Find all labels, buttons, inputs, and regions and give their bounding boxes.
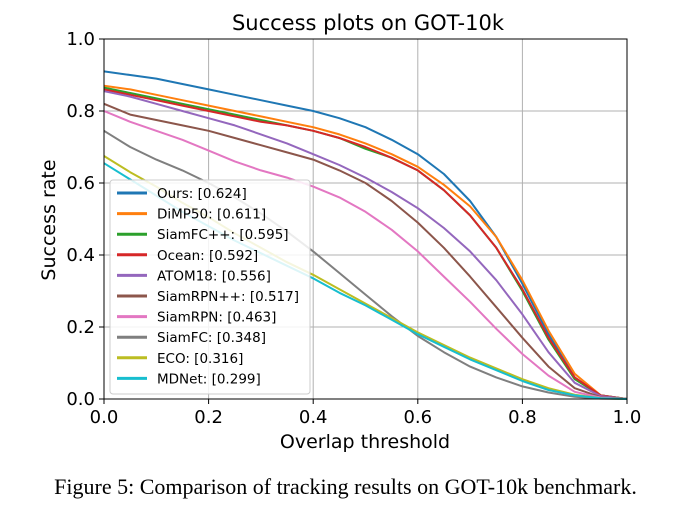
legend-label: MDNet: [0.299]	[157, 371, 261, 387]
series-line	[103, 70, 628, 400]
x-tick-label: 1.0	[613, 407, 642, 428]
y-tick-label: 0.0	[66, 389, 95, 410]
legend-label: SiamFC: [0.348]	[157, 330, 266, 346]
y-tick-label: 0.8	[66, 101, 95, 122]
figure-caption: Figure 5: Comparison of tracking results…	[54, 474, 637, 499]
x-tick-label: 0.2	[194, 407, 223, 428]
y-tick-label: 0.4	[66, 245, 95, 266]
legend-label: ATOM18: [0.556]	[157, 268, 271, 284]
legend-label: SiamRPN: [0.463]	[157, 310, 276, 326]
series-line	[103, 84, 628, 400]
x-axis-label: Overlap threshold	[280, 431, 450, 453]
chart-title: Success plots on GOT-10k	[232, 11, 505, 35]
legend-label: DiMP50: [0.611]	[157, 207, 266, 223]
x-axis-ticks: 0.0 0.2 0.4 0.6 0.8 1.0	[90, 399, 642, 428]
y-axis-ticks: 0.0 0.2 0.4 0.6 0.8 1.0	[66, 29, 104, 410]
x-tick-label: 0.8	[508, 407, 537, 428]
legend-label: SiamFC++: [0.595]	[157, 227, 289, 243]
series-line	[103, 102, 628, 400]
y-tick-label: 1.0	[66, 29, 95, 50]
x-tick-label: 0.6	[403, 407, 432, 428]
series-lines	[103, 70, 628, 400]
legend-label: Ocean: [0.592]	[157, 248, 258, 264]
legend-label: ECO: [0.316]	[157, 351, 243, 367]
x-tick-label: 0.0	[90, 407, 119, 428]
y-axis-label: Success rate	[38, 159, 60, 280]
series-line	[103, 129, 628, 400]
legend-label: Ours: [0.624]	[157, 186, 247, 202]
y-tick-label: 0.6	[66, 173, 95, 194]
series-line	[103, 88, 628, 400]
series-line	[103, 90, 628, 400]
x-tick-label: 0.4	[299, 407, 328, 428]
series-line	[103, 110, 628, 400]
legend-box	[109, 179, 311, 395]
y-tick-label: 0.2	[66, 317, 95, 338]
axes-frame	[103, 38, 628, 400]
legend: Ours: [0.624] DiMP50: [0.611] SiamFC++: [0…	[109, 179, 311, 395]
legend-label: SiamRPN++: [0.517]	[157, 289, 299, 305]
